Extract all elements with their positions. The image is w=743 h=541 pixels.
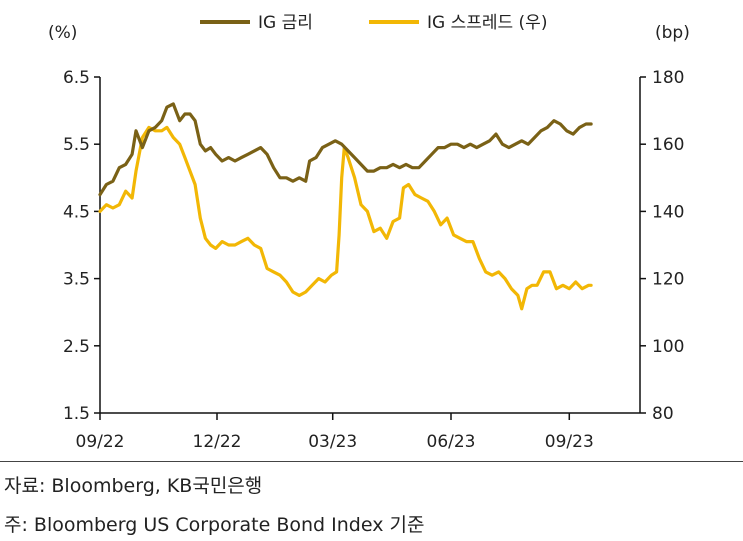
right-tick-label: 80 — [652, 404, 674, 424]
right-axis-unit: (bp) — [655, 23, 690, 43]
left-tick-label: 1.5 — [63, 404, 90, 424]
right-tick-label: 160 — [652, 135, 684, 155]
right-tick-label: 120 — [652, 270, 684, 290]
left-tick-label: 4.5 — [63, 202, 90, 222]
left-tick-label: 5.5 — [63, 135, 90, 155]
right-tick-label: 140 — [652, 202, 684, 222]
left-tick-label: 6.5 — [63, 68, 90, 88]
series-line-ig-yield — [98, 102, 593, 197]
left-tick-label: 2.5 — [63, 337, 90, 357]
x-tick-label: 09/22 — [76, 432, 125, 452]
divider — [0, 461, 743, 462]
legend-label: IG 금리 — [258, 13, 313, 33]
chart: 6.5 5.5 4.5 3.5 2.5 1.5 180 160 140 120 100 80 09/22… — [48, 13, 690, 452]
source-note: 자료: Bloomberg, KB국민은행 — [4, 475, 263, 497]
x-tick-label: 03/23 — [308, 432, 357, 452]
left-axis-unit: (%) — [48, 23, 77, 43]
legend-label: IG 스프레드 (우) — [427, 13, 547, 33]
x-tick-label: 09/23 — [545, 432, 594, 452]
x-tick-label: 06/23 — [427, 432, 476, 452]
right-tick-label: 180 — [652, 68, 684, 88]
left-tick-label: 3.5 — [63, 270, 90, 290]
series-line-ig-spread — [98, 125, 593, 311]
right-tick-label: 100 — [652, 337, 684, 357]
basis-note: 주: Bloomberg US Corporate Bond Index 기준 — [4, 514, 425, 536]
x-tick-label: 12/22 — [193, 432, 242, 452]
